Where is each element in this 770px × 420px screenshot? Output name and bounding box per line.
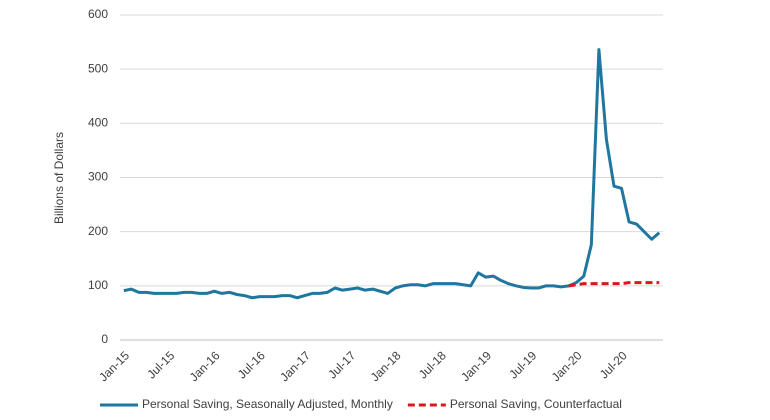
y-tick-label: 200 <box>88 224 108 238</box>
y-tick-label: 600 <box>88 7 108 21</box>
x-tick-label: Jan-18 <box>368 348 404 384</box>
y-tick-label: 100 <box>88 278 108 292</box>
x-tick-label: Jan-16 <box>187 348 223 384</box>
x-tick-label: Jul-19 <box>506 348 539 381</box>
x-tick-label: Jan-19 <box>458 348 494 384</box>
x-tick-label: Jan-15 <box>96 348 132 384</box>
x-tick-label: Jan-17 <box>277 348 313 384</box>
x-tick-label: Jul-18 <box>416 348 449 381</box>
x-tick-label: Jul-17 <box>325 348 358 381</box>
x-tick-label: Jul-15 <box>144 348 177 381</box>
legend-label: Personal Saving, Counterfactual <box>450 397 622 411</box>
x-tick-label: Jan-20 <box>549 348 585 384</box>
y-tick-label: 500 <box>88 61 108 75</box>
y-tick-label: 300 <box>88 170 108 184</box>
series-line <box>568 281 660 288</box>
legend-label: Personal Saving, Seasonally Adjusted, Mo… <box>142 397 393 411</box>
y-axis-label: Billions of Dollars <box>52 132 66 224</box>
x-tick-label: Jul-20 <box>597 348 630 381</box>
series-line <box>123 48 661 300</box>
y-tick-label: 0 <box>101 332 108 346</box>
x-tick-label: Jul-16 <box>235 348 268 381</box>
y-tick-label: 400 <box>88 116 108 130</box>
